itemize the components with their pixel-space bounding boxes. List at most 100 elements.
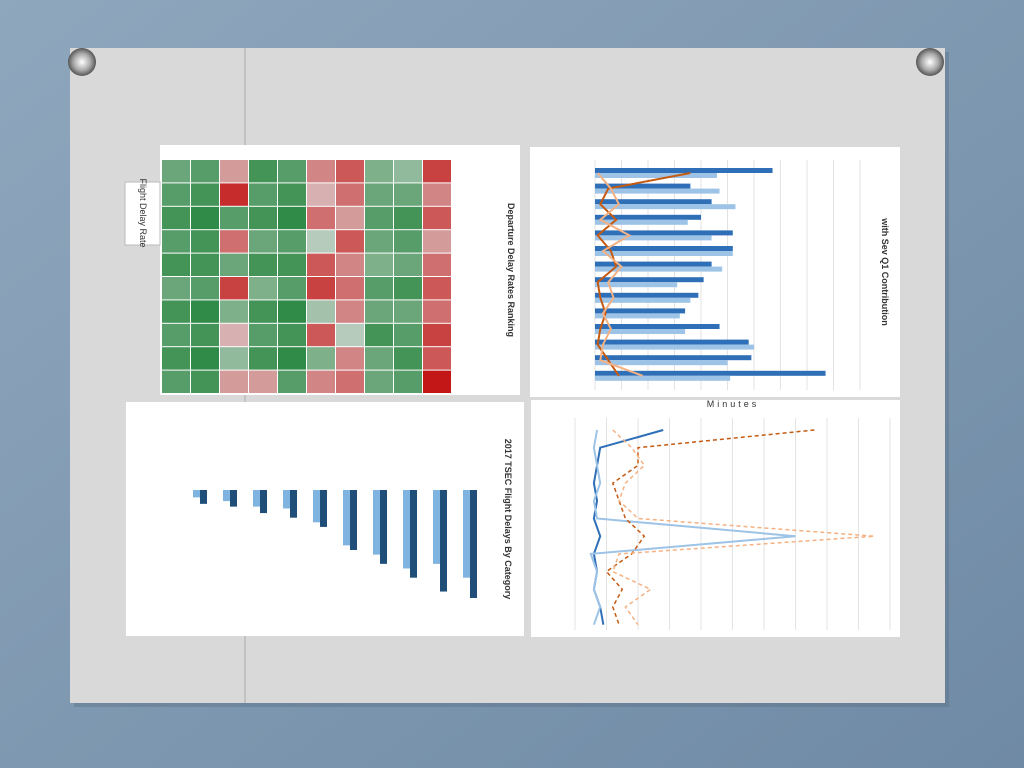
heat-cell — [394, 183, 422, 206]
side-box — [124, 181, 161, 246]
bar — [595, 360, 728, 366]
heat-cell — [191, 323, 219, 347]
heat-cell — [249, 323, 277, 347]
heat-cell — [423, 300, 451, 323]
heat-cell — [394, 370, 422, 393]
bar — [595, 246, 733, 251]
heat-cell — [365, 277, 393, 300]
heat-cell — [220, 253, 248, 276]
heat-cell — [336, 206, 364, 230]
heat-cell — [220, 206, 248, 230]
category-title: 2017 TSEC Flight Delays By Category — [503, 439, 513, 600]
bar — [290, 490, 297, 518]
heat-cell — [394, 206, 422, 230]
heat-cell — [423, 370, 451, 393]
heat-cell — [278, 206, 306, 230]
line — [605, 429, 815, 625]
heat-cell — [191, 300, 219, 323]
heat-cell — [249, 206, 277, 230]
bar — [253, 490, 260, 507]
heat-cell — [278, 253, 306, 276]
heat-cell — [249, 253, 277, 276]
heat-cell — [423, 253, 451, 276]
bar — [200, 490, 207, 504]
heat-cell — [365, 206, 393, 230]
bar — [283, 490, 290, 509]
heat-cell — [249, 347, 277, 370]
bar — [595, 292, 699, 298]
heat-cell — [307, 300, 335, 323]
heat-cell — [191, 160, 219, 183]
line — [589, 429, 796, 626]
heat-cell — [365, 253, 393, 276]
heat-cell — [336, 160, 364, 183]
bar — [595, 324, 720, 329]
heat-cell — [220, 347, 248, 370]
heat-cell — [249, 183, 277, 206]
bar — [595, 313, 680, 319]
heat-cell — [394, 253, 422, 276]
heat-cell — [191, 183, 219, 206]
bar — [595, 339, 749, 345]
axis-label: Minutes — [707, 399, 760, 409]
line — [596, 172, 691, 377]
bar — [230, 490, 237, 507]
bar — [595, 183, 691, 189]
bar-line-title: with Sev Q1 Contribution — [880, 217, 890, 326]
bar — [595, 282, 678, 288]
bar — [373, 490, 380, 555]
heat-cell — [278, 183, 306, 206]
heat-cell — [220, 370, 248, 393]
heat-cell — [336, 277, 364, 300]
heat-cell — [307, 206, 335, 230]
heat-cell — [249, 300, 277, 323]
heat-cell — [249, 230, 277, 253]
heat-cell — [278, 300, 306, 323]
heat-cell — [278, 323, 306, 347]
bar — [595, 199, 712, 205]
heat-cell — [365, 230, 393, 253]
bar — [595, 375, 731, 381]
heat-cell — [249, 370, 277, 393]
heat-cell — [365, 323, 393, 347]
heat-cell — [220, 277, 248, 300]
heat-cell — [191, 253, 219, 276]
bar — [595, 344, 754, 350]
heat-cell — [394, 300, 422, 323]
heat-cell — [249, 277, 277, 300]
heat-cell — [307, 183, 335, 206]
heat-cell — [278, 370, 306, 393]
bar — [193, 490, 200, 498]
bar — [595, 219, 688, 225]
heat-cell — [220, 323, 248, 347]
bar — [463, 490, 470, 578]
heat-cell — [394, 160, 422, 183]
minutes-panel — [531, 400, 900, 637]
heat-cell — [336, 253, 364, 276]
heat-cell — [307, 230, 335, 253]
heat-cell — [423, 160, 451, 183]
bar — [403, 490, 410, 569]
heat-cell — [336, 347, 364, 370]
bar — [595, 355, 752, 361]
pin — [68, 48, 96, 76]
heat-cell — [423, 277, 451, 300]
bar — [410, 490, 417, 578]
heat-cell — [191, 370, 219, 393]
heat-cell — [162, 370, 190, 393]
heat-cell — [162, 230, 190, 253]
bar — [595, 188, 720, 194]
bar — [595, 251, 733, 256]
heat-cell — [162, 300, 190, 323]
heat-cell — [220, 183, 248, 206]
bar — [260, 490, 267, 514]
bar — [595, 204, 736, 210]
heat-cell — [307, 253, 335, 276]
bar — [595, 297, 691, 303]
heat-cell — [336, 370, 364, 393]
bar — [595, 261, 712, 267]
line — [611, 429, 875, 626]
heat-cell — [307, 370, 335, 393]
